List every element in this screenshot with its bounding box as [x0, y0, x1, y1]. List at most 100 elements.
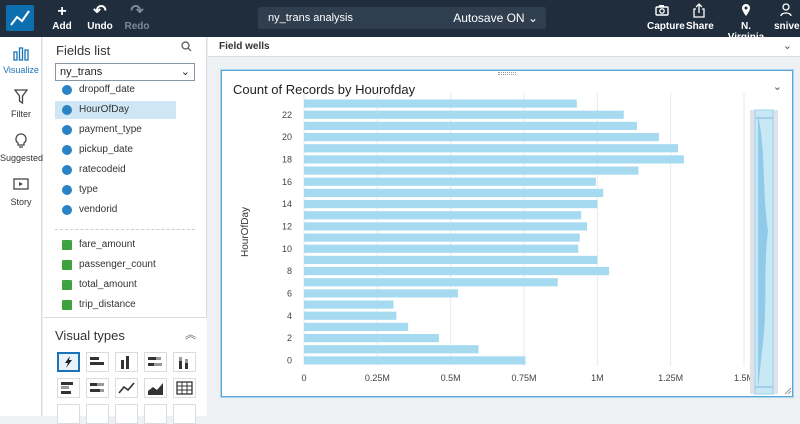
capture-button[interactable]: Capture	[647, 3, 685, 32]
resize-handle-icon[interactable]	[784, 387, 792, 395]
bar[interactable]	[304, 278, 558, 287]
share-icon	[686, 3, 712, 21]
field-item[interactable]: pickup_date	[55, 141, 176, 159]
add-button[interactable]: + Add	[52, 3, 72, 32]
analysis-name[interactable]: ny_trans analysis	[268, 12, 353, 24]
rail-story[interactable]: Story	[0, 177, 42, 207]
field-wells-title: Field wells	[219, 41, 270, 52]
bar[interactable]	[304, 300, 394, 309]
bar[interactable]	[304, 345, 479, 354]
rail-filter-label: Filter	[11, 109, 31, 119]
location-pin-icon	[722, 3, 770, 21]
clustered-bar-visual-type[interactable]	[57, 378, 80, 398]
field-item[interactable]: trip_distance	[55, 296, 176, 314]
drag-handle-icon[interactable]	[498, 72, 516, 75]
tree-map-visual-type[interactable]	[86, 404, 109, 424]
analysis-name-box[interactable]: ny_trans analysis Autosave ON ⌄	[258, 7, 546, 29]
rail-suggested[interactable]: Suggested	[0, 133, 43, 163]
kpi-visual-type[interactable]	[173, 404, 196, 424]
rail-filter[interactable]: Filter	[0, 89, 42, 119]
area-chart-visual-type[interactable]	[144, 378, 167, 398]
dimension-field-icon	[62, 205, 72, 215]
field-item[interactable]: passenger_count	[55, 256, 176, 274]
field-item[interactable]: total_amount	[55, 276, 176, 294]
bar[interactable]	[304, 289, 458, 298]
x-tick-label: 0	[301, 373, 306, 383]
heat-map-visual-type[interactable]	[144, 404, 167, 424]
bar[interactable]	[304, 255, 598, 264]
bar[interactable]	[304, 356, 526, 365]
scatter-plot-visual-type[interactable]	[57, 404, 80, 424]
fields-divider	[55, 229, 195, 230]
pivot-table-visual-type[interactable]	[173, 378, 196, 398]
bar[interactable]	[304, 211, 582, 220]
field-item[interactable]: payment_type	[55, 121, 176, 139]
bar[interactable]	[304, 177, 596, 186]
bar[interactable]	[304, 267, 610, 276]
x-tick-label: 0.25M	[365, 373, 390, 383]
field-wells-bar[interactable]: Field wells ⌄	[208, 37, 800, 57]
dataset-select-value: ny_trans	[60, 66, 103, 78]
undo-icon: ↶	[93, 3, 107, 20]
rail-visualize[interactable]: Visualize	[0, 45, 42, 75]
visual-card[interactable]: Count of Records by Hourofday ⌄ 0 0.25M 0.…	[221, 70, 793, 397]
dataset-select[interactable]: ny_trans ⌄	[55, 63, 195, 81]
autograph-visual-type[interactable]	[57, 352, 80, 372]
rail-visualize-label: Visualize	[3, 65, 39, 75]
expand-chevron-icon[interactable]: ⌄	[782, 40, 792, 52]
bar[interactable]	[304, 166, 639, 175]
user-label: snively	[774, 21, 800, 32]
bar[interactable]	[304, 233, 580, 242]
bar[interactable]	[304, 244, 579, 253]
filter-icon	[0, 89, 42, 109]
line-chart-visual-type[interactable]	[115, 378, 138, 398]
field-item[interactable]: vendorid	[55, 201, 176, 219]
field-item[interactable]: HourOfDay	[55, 101, 176, 119]
field-item[interactable]: ratecodeid	[55, 161, 176, 179]
y-tick-label: 18	[282, 154, 292, 164]
measure-field-icon	[62, 260, 72, 270]
bar[interactable]	[304, 155, 684, 164]
autosave-toggle[interactable]: Autosave ON ⌄	[453, 11, 538, 25]
stacked-column-visual-type[interactable]	[173, 352, 196, 372]
field-label: fare_amount	[79, 239, 136, 250]
bar[interactable]	[304, 110, 624, 119]
bar[interactable]	[304, 334, 439, 343]
quicksight-logo-icon[interactable]	[6, 5, 34, 31]
bar[interactable]	[304, 144, 678, 153]
dimension-field-icon	[62, 125, 72, 135]
search-icon[interactable]	[181, 41, 192, 55]
field-label: type	[79, 184, 98, 195]
bar[interactable]	[304, 222, 588, 231]
redo-button[interactable]: ↷ Redo	[124, 3, 150, 32]
chevron-down-icon: ⌄	[180, 66, 190, 78]
user-menu-button[interactable]: snively	[774, 3, 800, 32]
field-label: ratecodeid	[79, 164, 126, 175]
y-tick-label: 10	[282, 244, 292, 254]
measure-field-icon	[62, 240, 72, 250]
stacked-bar-visual-type[interactable]	[144, 352, 167, 372]
x-tick-label: 1M	[591, 373, 604, 383]
field-item[interactable]: fare_amount	[55, 236, 176, 254]
percent-bar-visual-type[interactable]	[86, 378, 109, 398]
bar[interactable]	[304, 200, 598, 209]
undo-button[interactable]: ↶ Undo	[87, 3, 113, 32]
bar[interactable]	[304, 133, 659, 142]
visual-menu-chevron-icon[interactable]: ⌄	[772, 81, 782, 93]
bar[interactable]	[304, 99, 577, 108]
field-item[interactable]: dropoff_date	[55, 81, 176, 99]
share-button[interactable]: Share	[686, 3, 714, 32]
field-label: trip_distance	[79, 299, 136, 310]
field-item[interactable]: type	[55, 181, 176, 199]
share-label: Share	[686, 21, 714, 32]
bar[interactable]	[304, 322, 409, 331]
bar[interactable]	[304, 188, 604, 197]
collapse-chevron-icon[interactable]: ︽	[185, 329, 196, 341]
pie-chart-visual-type[interactable]	[115, 404, 138, 424]
horizontal-bar-visual-type[interactable]	[86, 352, 109, 372]
visual-types-panel: Visual types ︽	[43, 317, 207, 424]
bar[interactable]	[304, 121, 637, 130]
y-tick-label: 22	[282, 110, 292, 120]
bar[interactable]	[304, 311, 397, 320]
vertical-bar-visual-type[interactable]	[115, 352, 138, 372]
